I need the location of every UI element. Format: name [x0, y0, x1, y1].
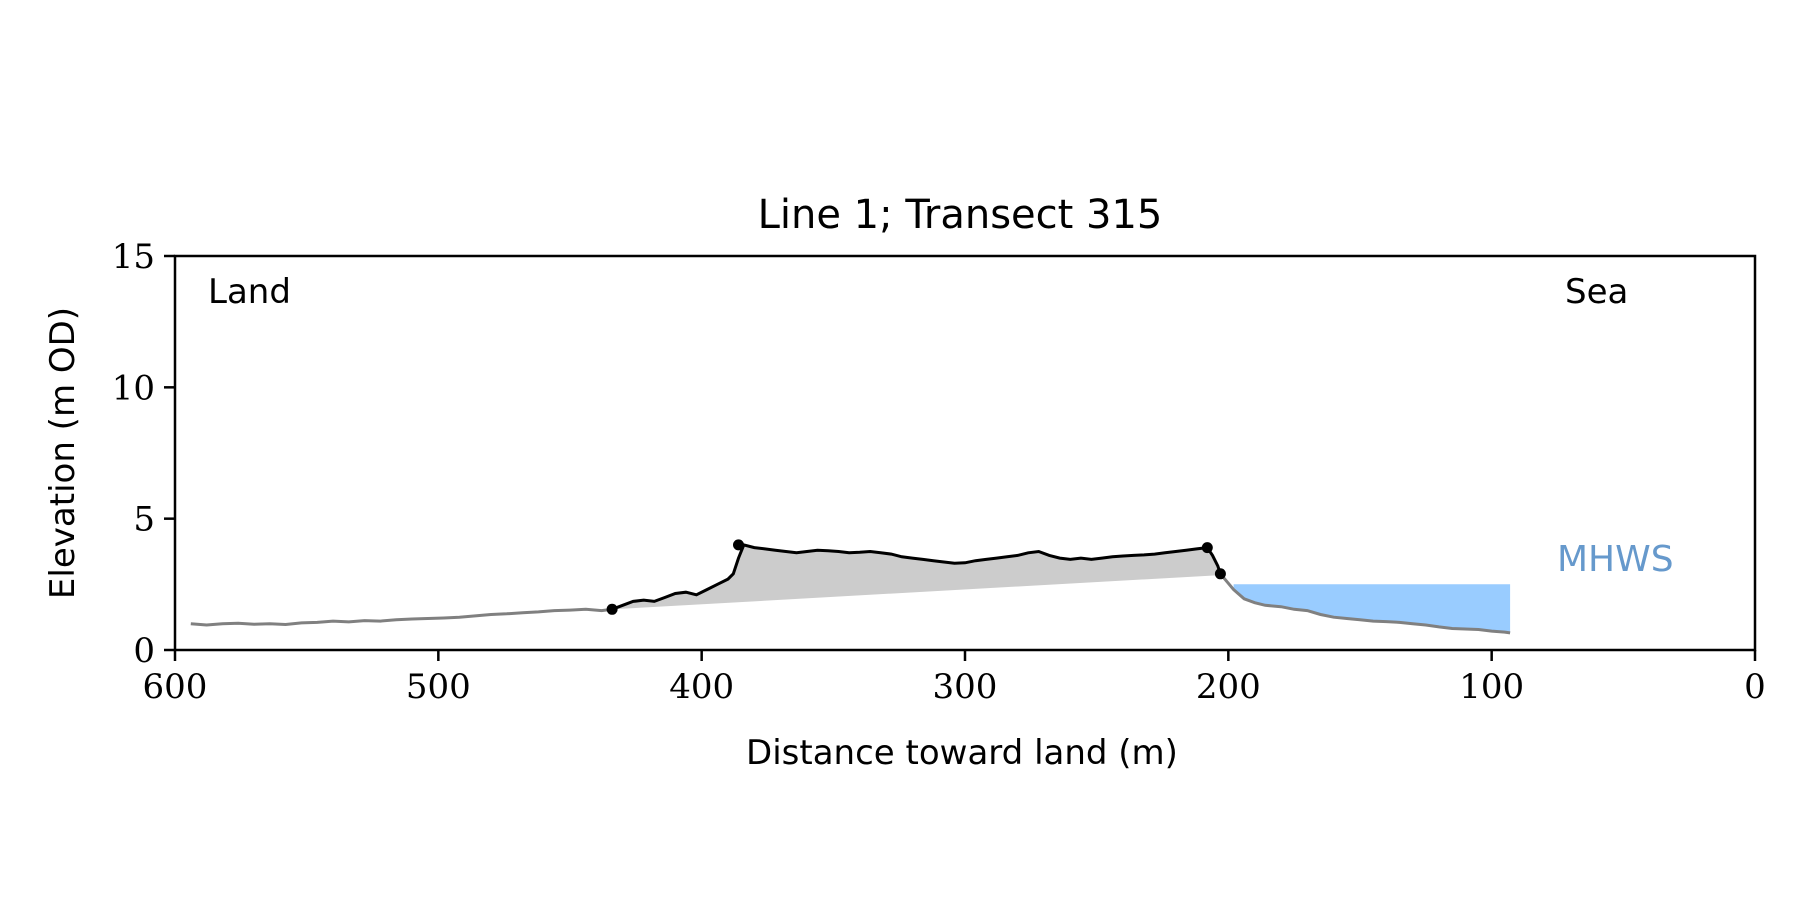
dune-marker-2	[1201, 542, 1213, 554]
x-tick-label-500: 500	[406, 667, 471, 707]
plot-area	[190, 539, 1511, 635]
x-axis-label: Distance toward land (m)	[746, 733, 1178, 773]
mhws-water-area	[1233, 584, 1511, 633]
dune-marker-1	[733, 539, 744, 551]
y-tick-label-10: 10	[112, 368, 155, 408]
mhws-label: MHWS	[1557, 539, 1674, 580]
x-tick-label-200: 200	[1196, 667, 1261, 707]
dune-markers	[606, 539, 1226, 615]
y-tick-label-0: 0	[133, 631, 155, 671]
sea-profile-line	[1219, 572, 1511, 635]
dune-marker-3	[1214, 568, 1226, 580]
y-axis-label: Elevation (m OD)	[43, 307, 83, 599]
x-tick-label-100: 100	[1459, 667, 1524, 707]
x-tick-label-0: 0	[1744, 667, 1766, 707]
x-tick-label-400: 400	[669, 667, 734, 707]
chart-title: Line 1; Transect 315	[758, 192, 1163, 238]
land-label: Land	[208, 272, 291, 312]
land-profile-line	[190, 607, 613, 627]
plot-frame	[173, 254, 1757, 652]
dune-fill-area	[612, 544, 1221, 610]
dune-marker-0	[606, 603, 618, 615]
y-tick-label-15: 15	[112, 237, 155, 277]
y-tick-label-5: 5	[133, 500, 155, 540]
sea-label: Sea	[1565, 272, 1628, 312]
x-tick-label-300: 300	[933, 667, 998, 707]
x-axis-ticks: 600 500 400 300 200 100 0	[143, 650, 1766, 707]
y-axis-ticks: 0 5 10 15	[112, 237, 175, 671]
dune-profile-line	[611, 543, 1222, 611]
x-tick-label-600: 600	[143, 667, 208, 707]
